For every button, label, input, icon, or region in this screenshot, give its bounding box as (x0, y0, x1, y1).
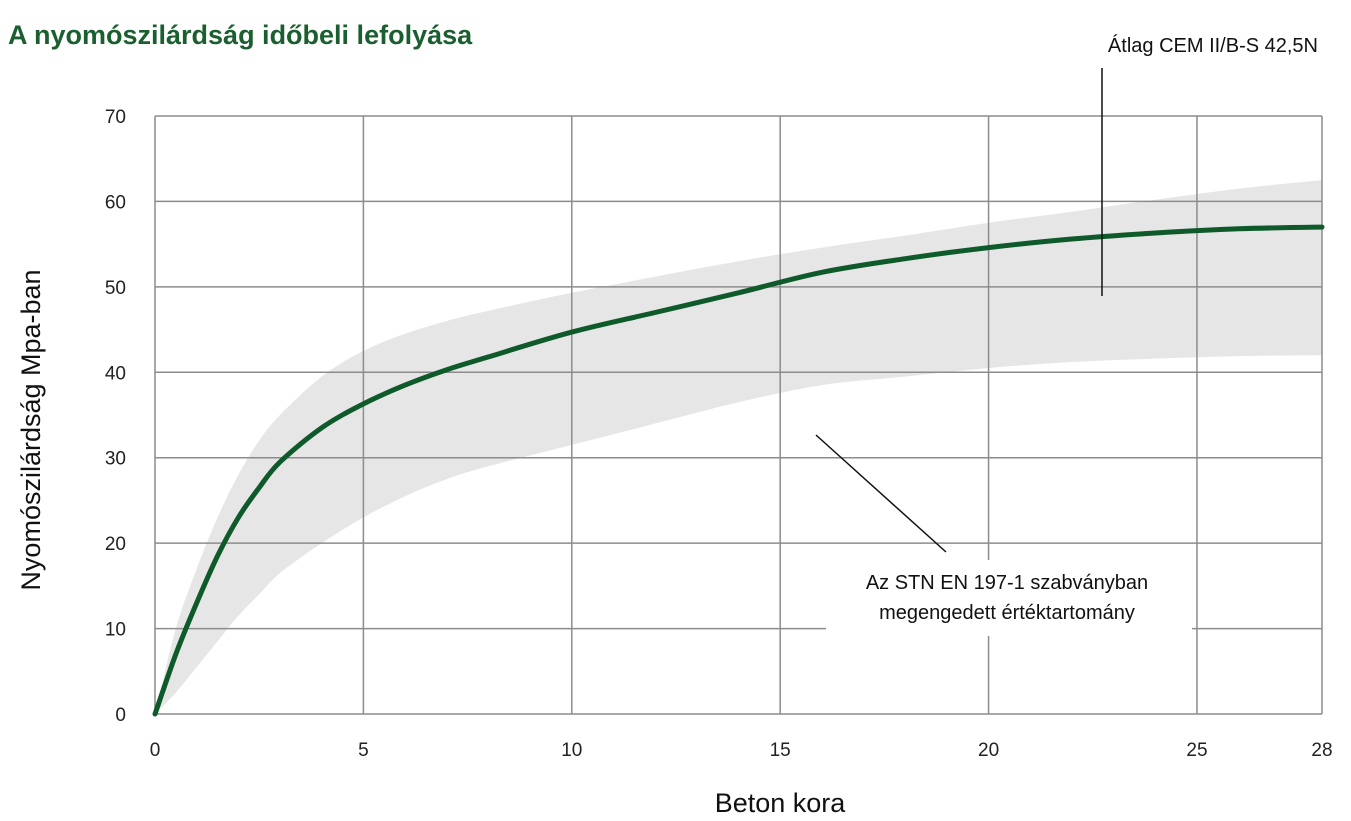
average-series-line (152, 224, 1325, 717)
x-tick-label: 5 (358, 740, 369, 761)
band-annotation-leader (815, 434, 947, 553)
tick-labels-layer: 0 10 20 30 40 50 60 70 0 5 10 15 20 25 28 (105, 107, 1333, 761)
band-annotation-background (826, 560, 1192, 636)
y-tick-label: 20 (105, 534, 126, 555)
y-tick-label: 60 (105, 192, 126, 213)
tolerance-band (155, 180, 1322, 715)
x-tick-label: 28 (1311, 740, 1332, 761)
y-tick-label: 50 (105, 278, 126, 299)
y-tick-label: 0 (115, 705, 126, 726)
band-annotation-line-2: megengedett értéktartomány (879, 602, 1135, 624)
chart-title: A nyomószilárdság időbeli lefolyása (8, 20, 473, 50)
tolerance-band-layer (155, 180, 1322, 715)
x-tick-label: 20 (978, 740, 999, 761)
series-layer (152, 224, 1325, 717)
band-annotation-line-1: Az STN EN 197-1 szabványban (866, 572, 1148, 594)
y-tick-label: 40 (105, 363, 126, 384)
y-tick-label: 70 (105, 107, 126, 128)
average-series-annotation: Átlag CEM II/B-S 42,5N (1108, 34, 1318, 57)
x-tick-label: 15 (770, 740, 791, 761)
x-axis-label: Beton kora (715, 788, 847, 818)
y-tick-label: 30 (105, 449, 126, 470)
y-axis-label: Nyomószilárdság Mpa-ban (16, 269, 46, 590)
x-tick-label: 0 (150, 740, 161, 761)
x-tick-label: 10 (561, 740, 582, 761)
y-tick-label: 10 (105, 620, 126, 641)
x-tick-label: 25 (1186, 740, 1207, 761)
